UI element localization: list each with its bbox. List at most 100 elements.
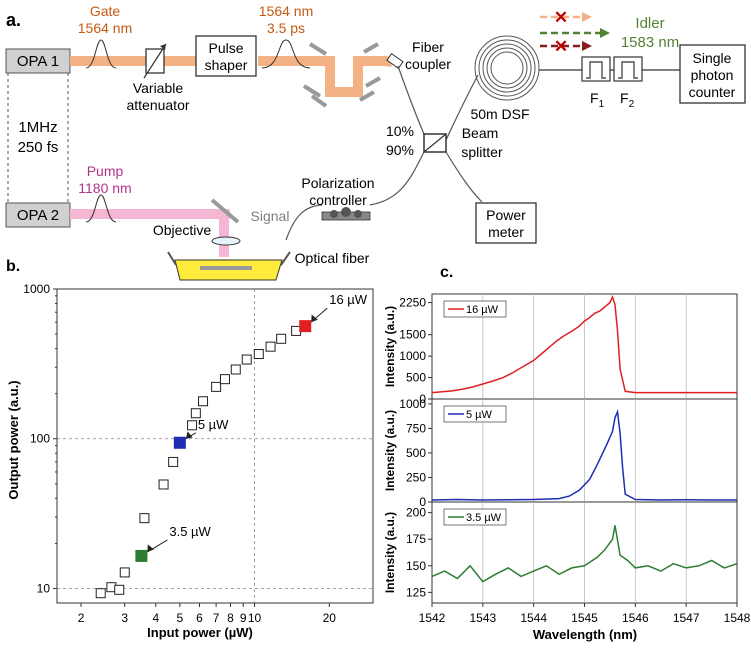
panel-b-point — [114, 584, 125, 595]
ratio-90: 90% — [386, 142, 414, 158]
panel-b-xtick-label: 9 — [240, 611, 247, 625]
panel-b-xtick-label: 7 — [213, 611, 220, 625]
idler-name: Idler — [635, 15, 664, 32]
attenuator-arrow-icon — [143, 43, 167, 79]
panel-c-label: c. — [440, 264, 453, 281]
panel-b-highlight-point — [299, 320, 312, 333]
panel-b-point — [253, 349, 264, 360]
filter-1-label: F1 — [590, 90, 605, 110]
shaped-pulse-icon — [261, 39, 311, 69]
panel-c-ytick-label: 1500 — [399, 328, 426, 342]
panel-a: a. OPA 1 OPA 2 1MHz 250 fs Gate 1564 nm … — [5, 3, 746, 281]
opa2-label: OPA 2 — [17, 207, 59, 224]
fiber-coupler-line1: Fiber — [412, 39, 444, 55]
panel-b-label: b. — [6, 258, 20, 275]
panel-c-ytick-label: 200 — [406, 506, 426, 520]
gate-wavelength: 1564 nm — [78, 20, 132, 36]
panel-b-xtick-label: 10 — [248, 611, 262, 625]
panel-c-ytick-label: 125 — [406, 585, 426, 599]
panel-b-point — [198, 396, 209, 407]
panel-c-ytick-label: 1000 — [399, 397, 426, 411]
panel-c-ylabel: Intensity (a.u.) — [383, 410, 397, 491]
pulse-shaper-line1: Pulse — [208, 40, 243, 56]
panel-b-xtick-label: 8 — [227, 611, 234, 625]
panel-c-ytick-label: 175 — [406, 532, 426, 546]
panel-b-point — [219, 374, 230, 385]
panel-c-ylabel: Intensity (a.u.) — [383, 306, 397, 387]
fiber-signal-in — [369, 151, 425, 206]
opa1-box — [5, 48, 71, 74]
panel-c-ytick-label: 150 — [406, 559, 426, 573]
panel-b-xtick-label: 6 — [196, 611, 203, 625]
panel-b-xtick-label: 3 — [121, 611, 128, 625]
panel-c-legend-label: 16 µW — [466, 304, 499, 316]
filter-2-label: F2 — [620, 90, 635, 110]
panel-b-point — [139, 513, 150, 524]
pump-wavelength: 1180 nm — [78, 180, 131, 196]
power-meter-box — [475, 202, 537, 244]
filter-1 — [581, 56, 611, 82]
idler-arrow-head — [600, 28, 610, 38]
pump-mirror — [210, 198, 240, 224]
fiber-coupler-line2: coupler — [405, 56, 451, 72]
panel-c-legend-label: 5 µW — [466, 409, 493, 421]
panel-c-xtick-label: 1544 — [520, 611, 547, 625]
mirror-6 — [363, 42, 379, 54]
blocked-gate-x-icon: ✕ — [554, 8, 568, 27]
panel-b-ytick-label: 10 — [37, 581, 51, 595]
dsf-coil — [474, 35, 540, 101]
filter-2-letter: F — [620, 90, 629, 106]
panel-b-highlight-point — [135, 549, 148, 562]
panel-a-label: a. — [6, 10, 21, 30]
spc-line1: Single — [693, 50, 732, 66]
opa2-box — [5, 202, 71, 228]
panel-b-ylabel: Output power (a.u.) — [6, 380, 21, 499]
gate-pulse-icon — [85, 39, 117, 69]
dsf-label: 50m DSF — [470, 106, 529, 122]
mirror-5 — [359, 90, 375, 102]
fiber-to-dsf — [445, 74, 479, 141]
panel-b-annotation-arrow-head — [147, 544, 154, 552]
polarization-line1: Polarization — [301, 175, 374, 191]
panel-b-xtick-label: 20 — [323, 611, 337, 625]
shaped-wavelength: 1564 nm — [259, 3, 313, 19]
power-meter-line1: Power — [486, 207, 526, 223]
mirror-4 — [365, 76, 381, 88]
panel-b-point — [230, 364, 241, 375]
beam-splitter-line2: splitter — [461, 144, 503, 160]
beam-splitter-line1: Beam — [462, 125, 499, 141]
attenuator-line2: attenuator — [126, 97, 189, 113]
panel-b-point — [241, 354, 252, 365]
objective-label: Objective — [153, 222, 212, 238]
panel-c-ytick-label: 0 — [419, 495, 426, 509]
panel-c-subplot: 0 500 1000 1500 2250 16 µW Intensity (a.u.) — [383, 293, 738, 406]
panel-b-point — [276, 333, 287, 344]
panel-b-xtick-label: 4 — [152, 611, 159, 625]
fiber-from-chip — [285, 204, 323, 241]
panel-b-point — [190, 408, 201, 419]
gate-beam-delay — [320, 56, 393, 97]
shaped-duration: 3.5 ps — [267, 20, 305, 36]
mirror-1 — [308, 42, 328, 56]
panel-b-ytick-label: 1000 — [23, 282, 50, 296]
panel-b-ytick-label: 100 — [30, 432, 50, 446]
panel-b-point — [168, 456, 179, 467]
rep-rate: 1MHz — [18, 119, 57, 136]
optical-fiber-label: Optical fiber — [295, 250, 370, 266]
panel-c-ytick-label: 2250 — [399, 296, 426, 310]
panel-b-highlight-point — [173, 436, 186, 449]
chip — [167, 251, 291, 281]
panel-c-series-line — [431, 408, 737, 501]
attenuator-arrow-head — [160, 44, 166, 50]
panel-b-annotation-arrow-head — [311, 314, 318, 323]
panel-c-xtick-label: 1546 — [622, 611, 649, 625]
power-meter-line2: meter — [488, 224, 524, 240]
panel-c-legend-label: 3.5 µW — [466, 512, 502, 524]
panel-c-subplot: 125 150 175 200 3.5 µW Intensity (a.u.) — [383, 501, 738, 604]
panel-c-ytick-label: 0 — [419, 392, 426, 406]
panel-c-series-line — [431, 525, 738, 583]
filter-2 — [613, 56, 643, 82]
panel-b-point — [119, 567, 130, 578]
beam-splitter-diagonal — [423, 133, 447, 153]
